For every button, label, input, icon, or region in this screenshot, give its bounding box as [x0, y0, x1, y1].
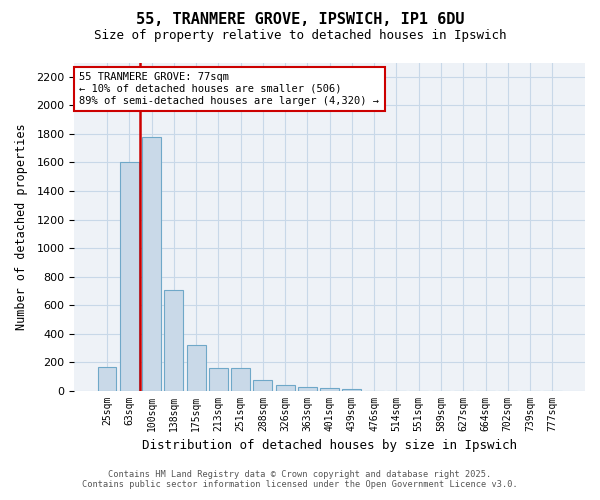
X-axis label: Distribution of detached houses by size in Ipswich: Distribution of detached houses by size …	[142, 440, 517, 452]
Y-axis label: Number of detached properties: Number of detached properties	[15, 124, 28, 330]
Bar	[98, 368, 116, 391]
Bar	[275, 384, 295, 391]
Bar	[209, 368, 228, 391]
Bar	[298, 388, 317, 391]
Bar	[120, 162, 139, 391]
Text: Size of property relative to detached houses in Ipswich: Size of property relative to detached ho…	[94, 29, 506, 42]
Text: Contains HM Land Registry data © Crown copyright and database right 2025.
Contai: Contains HM Land Registry data © Crown c…	[82, 470, 518, 489]
Bar	[320, 388, 339, 391]
Bar	[164, 290, 183, 391]
Bar	[231, 368, 250, 391]
Bar	[142, 138, 161, 391]
Text: 55 TRANMERE GROVE: 77sqm
← 10% of detached houses are smaller (506)
89% of semi-: 55 TRANMERE GROVE: 77sqm ← 10% of detach…	[79, 72, 379, 106]
Bar	[343, 389, 361, 391]
Bar	[187, 346, 206, 391]
Bar	[253, 380, 272, 391]
Text: 55, TRANMERE GROVE, IPSWICH, IP1 6DU: 55, TRANMERE GROVE, IPSWICH, IP1 6DU	[136, 12, 464, 28]
